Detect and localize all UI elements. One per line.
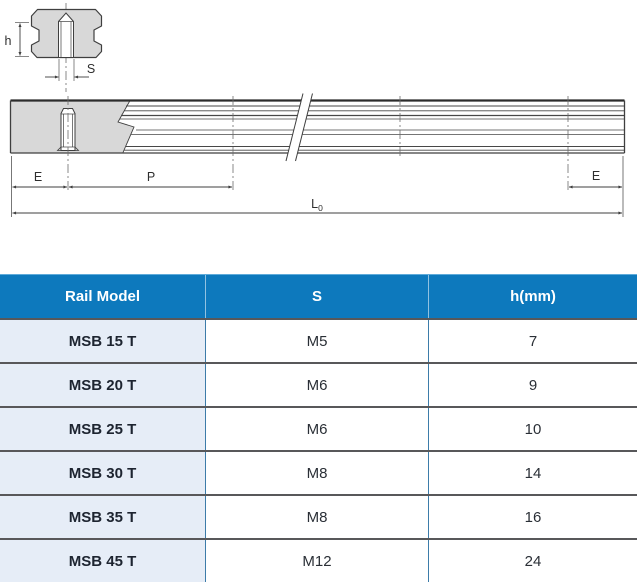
cell-s: M5 xyxy=(205,320,428,362)
cell-h: 7 xyxy=(428,320,637,362)
dimension-e-left: E xyxy=(12,170,68,189)
cell-rail-model: MSB 20 T xyxy=(0,364,205,406)
cell-rail-model: MSB 15 T xyxy=(0,320,205,362)
dimension-s: S xyxy=(45,59,95,81)
cell-rail-model: MSB 35 T xyxy=(0,496,205,538)
cell-h: 16 xyxy=(428,496,637,538)
header-h-mm: h(mm) xyxy=(428,275,637,318)
rail-technical-drawing: h S xyxy=(5,3,626,217)
cell-h: 14 xyxy=(428,452,637,494)
cell-s: M6 xyxy=(205,408,428,450)
hole-centerlines xyxy=(67,96,569,192)
table-row: MSB 20 T M6 9 xyxy=(0,362,637,406)
table-row: MSB 25 T M6 10 xyxy=(0,406,637,450)
rail-cross-section: h S xyxy=(5,3,103,92)
table-row: MSB 30 T M8 14 xyxy=(0,450,637,494)
dimension-e-right: E xyxy=(568,169,623,189)
cell-s: M12 xyxy=(205,540,428,582)
cell-rail-model: MSB 25 T xyxy=(0,408,205,450)
s-dimension-label: S xyxy=(87,62,95,76)
table-row: MSB 45 T M12 24 xyxy=(0,538,637,582)
dimension-p: P xyxy=(68,170,233,189)
cell-s: M6 xyxy=(205,364,428,406)
e-left-label: E xyxy=(34,170,42,184)
p-label: P xyxy=(147,170,155,184)
cell-s: M8 xyxy=(205,452,428,494)
cell-h: 9 xyxy=(428,364,637,406)
table-row: MSB 35 T M8 16 xyxy=(0,494,637,538)
cell-h: 24 xyxy=(428,540,637,582)
e-right-label: E xyxy=(592,169,600,183)
header-rail-model: Rail Model xyxy=(64,288,140,305)
rail-side-view: E P E L0 xyxy=(9,93,626,217)
l0-label: L0 xyxy=(311,197,323,213)
dimension-h: h xyxy=(5,22,29,57)
cell-s: M8 xyxy=(205,496,428,538)
cell-rail-model: MSB 45 T xyxy=(0,540,205,582)
cell-h: 10 xyxy=(428,408,637,450)
table-header-row: Rail Model S h(mm) xyxy=(0,274,637,318)
cell-rail-model: MSB 30 T xyxy=(0,452,205,494)
h-dimension-label: h xyxy=(5,34,12,48)
dimension-l0: L0 xyxy=(12,197,623,215)
break-symbol xyxy=(285,93,313,162)
header-s: S xyxy=(205,275,428,318)
rail-spec-table: Rail Model S h(mm) MSB 15 T M5 7 MSB 20 … xyxy=(0,274,637,582)
table-row: MSB 15 T M5 7 xyxy=(0,318,637,362)
groove-lines xyxy=(120,105,625,151)
extension-lines xyxy=(11,156,624,217)
